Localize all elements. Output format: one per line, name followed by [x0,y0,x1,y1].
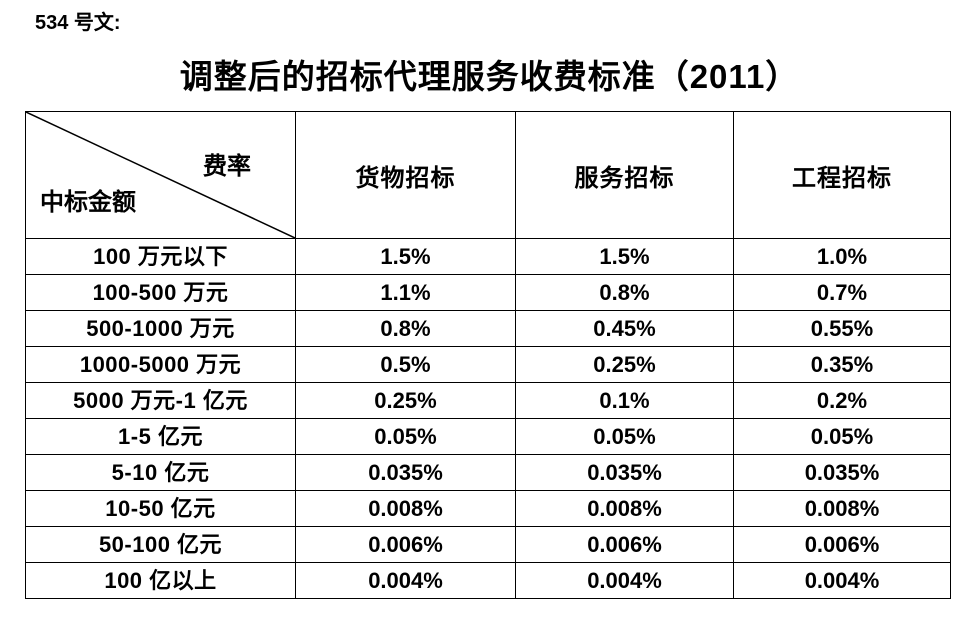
table-row: 1000-5000 万元 0.5% 0.25% 0.35% [25,346,951,383]
corner-label-rate: 费率 [203,153,251,180]
rate-value-cell: 0.25% [295,382,516,419]
rate-value-cell: 0.004% [295,562,516,599]
rate-value-cell: 0.006% [295,526,516,563]
doc-number-label: 534 号文: [35,12,121,34]
page-title: 调整后的招标代理服务收费标准（2011） [179,58,800,95]
table-row: 1-5 亿元 0.05% 0.05% 0.05% [25,418,951,455]
table-header-row: 费率 中标金额 货物招标 服务招标 工程招标 [25,111,951,239]
rate-value-cell: 0.7% [733,274,951,311]
amount-range-cell: 100-500 万元 [25,274,296,311]
rate-value-cell: 0.035% [733,454,951,491]
diagonal-header-cell: 费率 中标金额 [25,111,296,239]
table-row: 10-50 亿元 0.008% 0.008% 0.008% [25,490,951,527]
diagonal-divider-line [26,112,295,238]
table-row: 100 万元以下 1.5% 1.5% 1.0% [25,238,951,275]
rate-value-cell: 0.035% [295,454,516,491]
table-row: 5-10 亿元 0.035% 0.035% 0.035% [25,454,951,491]
rate-value-cell: 1.5% [295,238,516,275]
amount-range-cell: 1000-5000 万元 [25,346,296,383]
rate-value-cell: 0.55% [733,310,951,347]
table-row: 500-1000 万元 0.8% 0.45% 0.55% [25,310,951,347]
rate-value-cell: 0.1% [515,382,734,419]
column-header-engineering: 工程招标 [733,111,951,239]
rate-value-cell: 0.25% [515,346,734,383]
amount-range-cell: 100 亿以上 [25,562,296,599]
rate-value-cell: 0.45% [515,310,734,347]
amount-range-cell: 5000 万元-1 亿元 [25,382,296,419]
fee-rate-table: 费率 中标金额 货物招标 服务招标 工程招标 100 万元以下 1.5% 1.5% 1… [25,111,951,599]
rate-value-cell: 0.05% [733,418,951,455]
table-row: 50-100 亿元 0.006% 0.006% 0.006% [25,526,951,563]
rate-value-cell: 1.0% [733,238,951,275]
rate-value-cell: 0.035% [515,454,734,491]
amount-range-cell: 100 万元以下 [25,238,296,275]
amount-range-cell: 50-100 亿元 [25,526,296,563]
rate-value-cell: 1.1% [295,274,516,311]
table-body: 100 万元以下 1.5% 1.5% 1.0% 100-500 万元 1.1% 0.8% 0.… [25,238,951,599]
corner-label-amount: 中标金额 [40,189,136,216]
rate-value-cell: 0.004% [515,562,734,599]
rate-value-cell: 0.008% [295,490,516,527]
rate-value-cell: 0.5% [295,346,516,383]
rate-value-cell: 0.05% [515,418,734,455]
column-header-goods: 货物招标 [295,111,516,239]
column-header-services: 服务招标 [515,111,734,239]
rate-value-cell: 1.5% [515,238,734,275]
rate-value-cell: 0.004% [733,562,951,599]
amount-range-cell: 500-1000 万元 [25,310,296,347]
rate-value-cell: 0.8% [515,274,734,311]
rate-value-cell: 0.2% [733,382,951,419]
rate-value-cell: 0.05% [295,418,516,455]
rate-value-cell: 0.8% [295,310,516,347]
amount-range-cell: 10-50 亿元 [25,490,296,527]
table-row: 100-500 万元 1.1% 0.8% 0.7% [25,274,951,311]
rate-value-cell: 0.008% [515,490,734,527]
rate-value-cell: 0.35% [733,346,951,383]
rate-value-cell: 0.006% [733,526,951,563]
rate-value-cell: 0.006% [515,526,734,563]
amount-range-cell: 5-10 亿元 [25,454,296,491]
rate-value-cell: 0.008% [733,490,951,527]
amount-range-cell: 1-5 亿元 [25,418,296,455]
table-row: 100 亿以上 0.004% 0.004% 0.004% [25,562,951,599]
table-row: 5000 万元-1 亿元 0.25% 0.1% 0.2% [25,382,951,419]
